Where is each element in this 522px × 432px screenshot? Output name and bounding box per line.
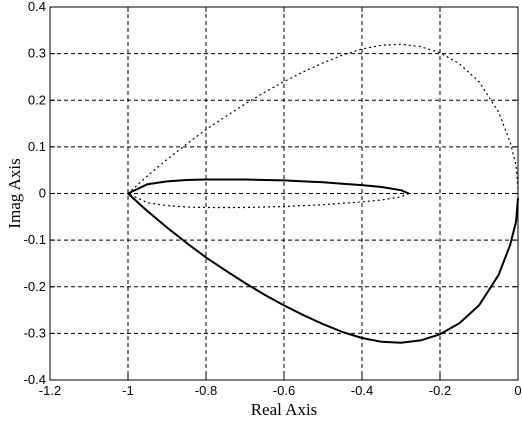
- grid: [49, 6, 519, 381]
- series-line-3: [127, 178, 410, 195]
- y-tick-label: 0: [39, 186, 46, 201]
- x-tick-label: -0.2: [429, 383, 451, 398]
- x-tick-label: -0.8: [195, 383, 217, 398]
- y-tick-labels: -0.4 -0.3 -0.2 -0.1 0 0.1 0.2 0.3 0.4: [24, 0, 46, 387]
- x-tick-label: -1: [122, 383, 134, 398]
- x-tick-label: -1.2: [39, 383, 61, 398]
- x-tick-label: -0.4: [351, 383, 373, 398]
- y-tick-label: 0.2: [28, 92, 46, 107]
- x-tick-labels: -1.2 -1 -0.8 -0.6 -0.4 -0.2 0: [39, 383, 522, 398]
- plot-frame: [49, 6, 519, 381]
- series-line-4: [127, 192, 410, 209]
- series-line-2: [127, 43, 519, 194]
- y-tick-label: 0.3: [28, 46, 46, 61]
- y-axis-label: Imag Axis: [5, 158, 24, 228]
- y-tick-label: 0.1: [28, 139, 46, 154]
- y-tick-label: -0.3: [24, 325, 46, 340]
- x-axis-label: Real Axis: [251, 400, 318, 419]
- y-tick-label: -0.4: [24, 372, 46, 387]
- series-line-1: [127, 192, 519, 344]
- series-layer: [127, 43, 519, 344]
- x-tick-label: 0: [514, 383, 521, 398]
- x-tick-label: -0.6: [273, 383, 295, 398]
- y-tick-label: -0.2: [24, 279, 46, 294]
- y-tick-label: 0.4: [28, 0, 46, 14]
- y-tick-label: -0.1: [24, 232, 46, 247]
